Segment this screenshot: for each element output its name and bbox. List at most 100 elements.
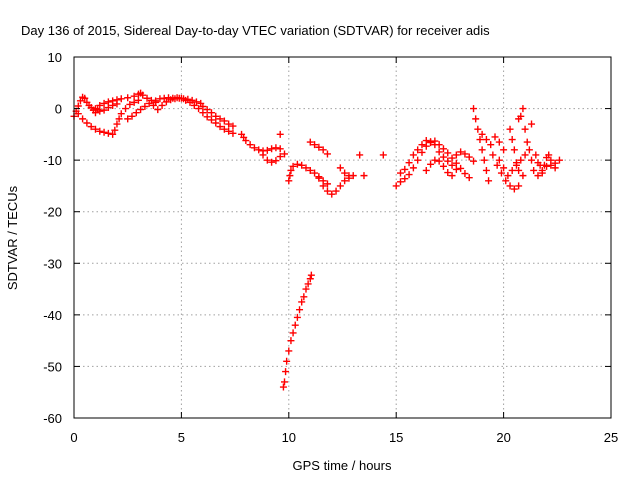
data-point [281, 150, 289, 158]
data-point [491, 133, 499, 141]
x-tick-label: 25 [604, 430, 618, 445]
data-point [307, 271, 315, 279]
data-point [439, 162, 447, 170]
data-point [122, 105, 130, 113]
y-tick-label: -50 [43, 359, 62, 374]
data-point [405, 159, 413, 167]
data-point [143, 94, 151, 102]
data-point [296, 306, 304, 314]
data-point [555, 156, 563, 164]
data-point [263, 146, 271, 154]
data-point [341, 177, 349, 185]
data-point [199, 103, 207, 111]
data-point [528, 156, 536, 164]
data-point [212, 119, 220, 127]
data-point [141, 103, 149, 111]
data-point [272, 157, 280, 165]
data-point [130, 92, 138, 100]
data-point [216, 115, 224, 123]
data-point [461, 170, 469, 178]
data-point [431, 156, 439, 164]
y-tick-label: -60 [43, 411, 62, 426]
data-point [220, 117, 228, 125]
data-point [530, 166, 538, 174]
data-point [259, 151, 267, 159]
data-point [444, 149, 452, 157]
data-point [543, 162, 551, 170]
data-point [345, 174, 353, 182]
data-point [435, 148, 443, 156]
data-point [414, 156, 422, 164]
data-point [242, 137, 250, 145]
data-point [478, 130, 486, 138]
data-point [418, 148, 426, 156]
data-point [104, 104, 112, 112]
data-point [199, 109, 207, 117]
data-point [515, 182, 523, 190]
data-point [225, 127, 233, 135]
data-point [96, 107, 104, 115]
data-point [435, 157, 443, 165]
data-point [279, 383, 287, 391]
x-tick-label: 5 [178, 430, 185, 445]
data-point [414, 146, 422, 154]
data-point [500, 164, 508, 172]
data-point [306, 138, 314, 146]
data-point [534, 172, 542, 180]
data-point [263, 156, 271, 164]
data-point [448, 172, 456, 180]
data-point [113, 120, 121, 128]
x-axis-label: GPS time / hours [293, 458, 392, 473]
data-point [87, 123, 95, 131]
data-point [525, 146, 533, 154]
data-point [465, 153, 473, 161]
data-point [203, 113, 211, 121]
data-point [246, 141, 254, 149]
data-point [495, 156, 503, 164]
data-point [422, 166, 430, 174]
x-tick-label: 15 [389, 430, 403, 445]
data-point [132, 109, 140, 117]
data-point [302, 285, 310, 293]
data-point [311, 169, 319, 177]
y-tick-label: -40 [43, 308, 62, 323]
data-point [306, 275, 314, 283]
data-point [396, 169, 404, 177]
data-point [91, 125, 99, 133]
data-point [538, 169, 546, 177]
x-tick-label: 10 [282, 430, 296, 445]
data-point [487, 141, 495, 149]
data-point [96, 127, 104, 135]
data-point [109, 101, 117, 109]
data-point [444, 157, 452, 165]
data-point [506, 182, 514, 190]
data-point [493, 161, 501, 169]
data-point [504, 172, 512, 180]
data-point [405, 171, 413, 179]
y-tick-label: 0 [55, 102, 62, 117]
data-point [177, 94, 185, 102]
data-point [117, 110, 125, 118]
data-point [100, 128, 108, 136]
data-point [276, 153, 284, 161]
data-point [298, 161, 306, 169]
data-point [379, 151, 387, 159]
data-point [128, 112, 136, 120]
data-point [476, 136, 484, 144]
data-point [124, 94, 132, 102]
data-point [154, 106, 162, 114]
data-point [276, 145, 284, 153]
data-point [281, 378, 289, 386]
data-point [439, 145, 447, 153]
data-point [100, 99, 108, 107]
y-axis-label: SDTVAR / TECUs [5, 185, 20, 290]
data-point [323, 150, 331, 158]
data-point [283, 357, 291, 365]
data-point [229, 129, 237, 137]
data-point [225, 120, 233, 128]
data-point [517, 156, 525, 164]
data-point [474, 125, 482, 133]
data-point [272, 144, 280, 152]
data-point [287, 166, 295, 174]
data-point [439, 153, 447, 161]
